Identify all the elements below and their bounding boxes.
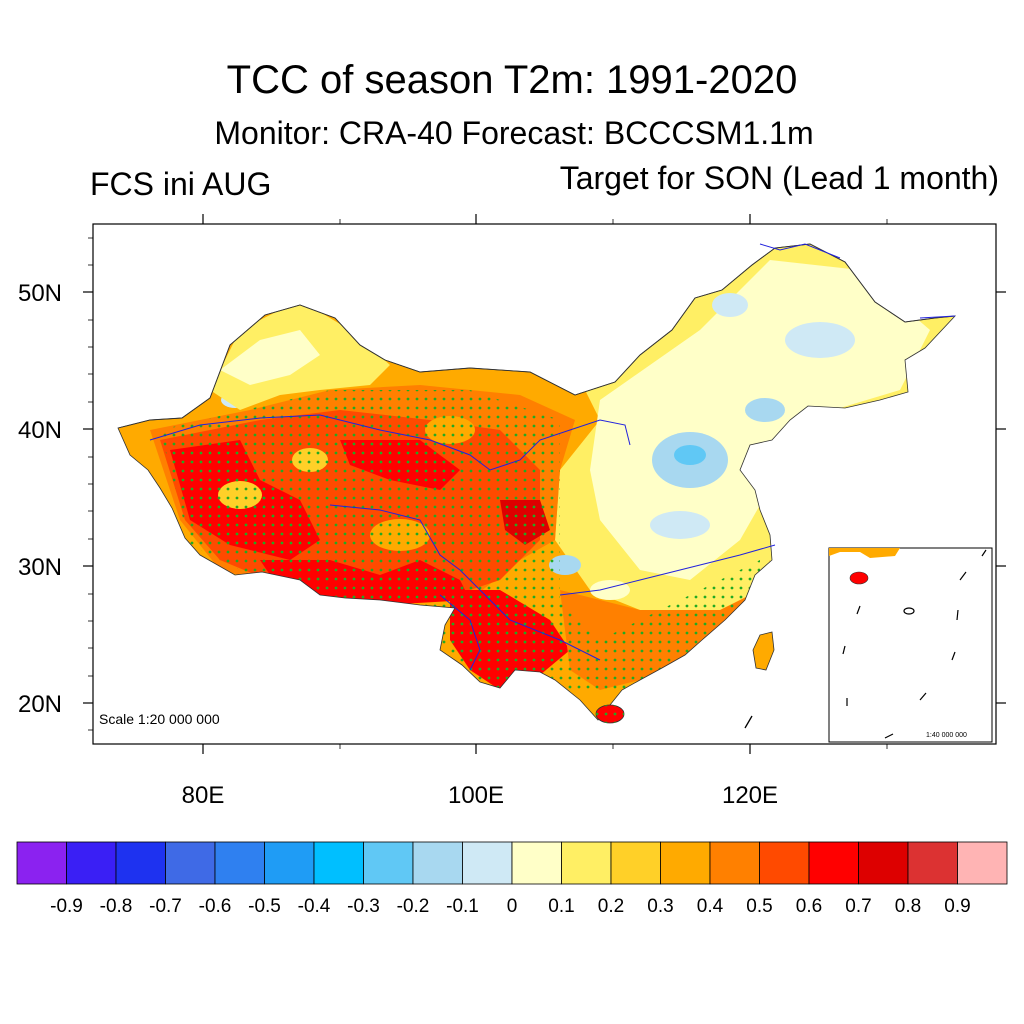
colorbar-tick-label: 0 [506, 896, 518, 917]
chart-title: TCC of season T2m: 1991-2020 [226, 58, 798, 102]
colorbar-swatch [957, 841, 1008, 885]
colorbar-swatch [313, 841, 364, 885]
colorbar-tick-label: 0.5 [746, 896, 773, 917]
colorbar-swatch [115, 841, 166, 885]
colorbar-swatch [907, 841, 958, 885]
colorbar-swatch [759, 841, 810, 885]
colorbar-swatch [16, 841, 67, 885]
colorbar-tick-label: 0.3 [647, 896, 674, 917]
axis-ticks [83, 214, 1006, 754]
colorbar-tick-label: -0.5 [248, 896, 281, 917]
colorbar-swatch [66, 841, 117, 885]
colorbar-tick-label: -0.6 [198, 896, 232, 917]
colorbar-tick-label: -0.4 [297, 896, 331, 917]
colorbar-tick-label: 0.7 [845, 896, 872, 917]
colorbar-swatch [709, 841, 760, 885]
colorbar-tick-label: -0.2 [396, 896, 430, 917]
colorbar-swatch [610, 841, 661, 885]
taiwan-island [752, 631, 775, 671]
colorbar-tick-label: -0.9 [50, 896, 83, 917]
colorbar-swatch [165, 841, 216, 885]
colorbar-swatch [412, 841, 463, 885]
lon-label-100e: 100E [447, 782, 505, 809]
colorbar-tick-label: 0.1 [548, 896, 575, 917]
colorbar-tick-label: 0.6 [795, 896, 823, 917]
colorbar-swatch [808, 841, 859, 885]
colorbar-swatch [561, 841, 612, 885]
lat-label-30n: 30N [17, 554, 62, 581]
colorbar [16, 841, 1008, 885]
lat-label-50n: 50N [17, 280, 62, 307]
colorbar-tick-label: -0.8 [99, 896, 133, 917]
init-label: FCS ini AUG [90, 166, 272, 202]
lat-label-20n: 20N [17, 691, 62, 718]
chart-subtitle: Monitor: CRA-40 Forecast: BCCCSM1.1m [214, 115, 814, 151]
inset-map [828, 547, 993, 743]
colorbar-swatch [214, 841, 265, 885]
rivers [149, 243, 956, 671]
lon-label-80e: 80E [181, 782, 225, 809]
colorbar-swatch [462, 841, 513, 885]
colorbar-tick-label: 0.4 [696, 896, 724, 917]
colorbar-tick-label: 0.8 [894, 896, 922, 917]
colorbar-tick-label: 0.9 [944, 896, 971, 917]
colorbar-tick-label: -0.1 [446, 896, 479, 917]
colorbar-swatch [264, 841, 315, 885]
colorbar-swatch [511, 841, 562, 885]
scale-main: Scale 1:20 000 000 [99, 711, 220, 727]
lat-label-40n: 40N [17, 417, 62, 444]
colorbar-tick-label: 0.2 [597, 896, 625, 917]
colorbar-tick-label: -0.7 [149, 896, 182, 917]
colorbar-tick-label: -0.3 [347, 896, 380, 917]
colorbar-swatch [858, 841, 909, 885]
colorbar-swatch [660, 841, 711, 885]
scale-inset: 1:40 000 000 [926, 732, 967, 739]
target-label: Target for SON (Lead 1 month) [559, 160, 999, 196]
lon-label-120e: 120E [721, 782, 779, 809]
colorbar-swatch [363, 841, 414, 885]
